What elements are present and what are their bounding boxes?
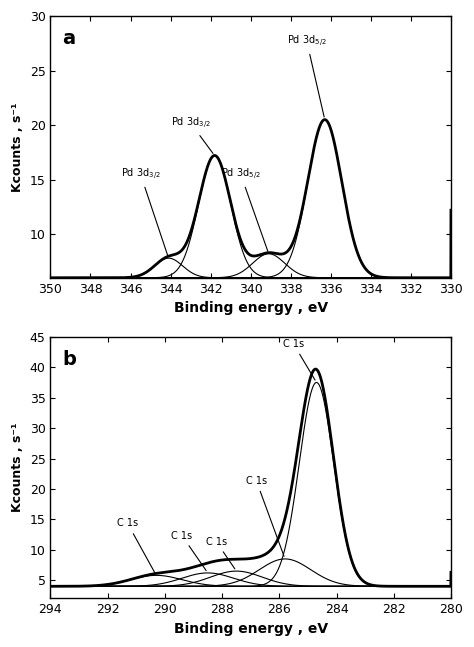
Text: C 1s: C 1s bbox=[117, 518, 155, 573]
Text: Pd 3d$_{5/2}$: Pd 3d$_{5/2}$ bbox=[221, 167, 268, 251]
Text: Pd 3d$_{3/2}$: Pd 3d$_{3/2}$ bbox=[171, 115, 213, 153]
Text: C 1s: C 1s bbox=[172, 531, 206, 571]
Y-axis label: Kcounts , s⁻¹: Kcounts , s⁻¹ bbox=[11, 102, 24, 192]
Text: b: b bbox=[63, 350, 76, 369]
Text: C 1s: C 1s bbox=[283, 339, 315, 380]
Text: Pd 3d$_{3/2}$: Pd 3d$_{3/2}$ bbox=[121, 167, 168, 256]
Text: a: a bbox=[63, 29, 75, 48]
Y-axis label: Kcounts , s⁻¹: Kcounts , s⁻¹ bbox=[11, 423, 24, 512]
Text: Pd 3d$_{5/2}$: Pd 3d$_{5/2}$ bbox=[287, 34, 327, 117]
Text: C 1s: C 1s bbox=[246, 476, 284, 556]
Text: C 1s: C 1s bbox=[206, 537, 235, 569]
X-axis label: Binding energy , eV: Binding energy , eV bbox=[173, 622, 328, 636]
X-axis label: Binding energy , eV: Binding energy , eV bbox=[173, 301, 328, 315]
